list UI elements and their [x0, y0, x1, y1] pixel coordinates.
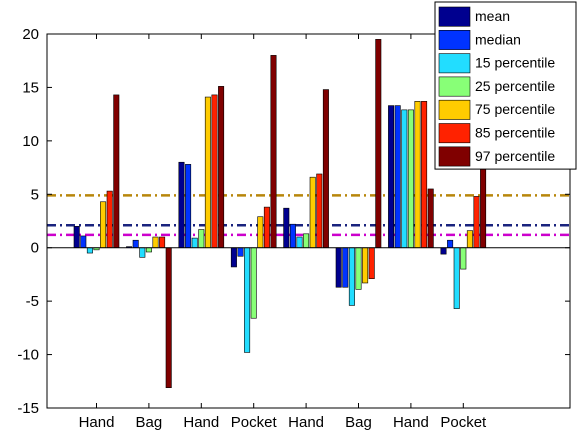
bar-8-97-percentile: [480, 167, 487, 249]
x-tick-label: Hand: [288, 414, 324, 431]
legend-swatch: [438, 99, 471, 120]
legend-swatch: [438, 29, 471, 50]
bar-1-mean: [73, 226, 80, 249]
bar-2-25-percentile: [145, 247, 152, 253]
plot-frame: [46, 33, 571, 409]
legend-label: median: [475, 31, 521, 47]
y-tick-label: 15: [22, 79, 39, 96]
bar-1-75-percentile: [100, 201, 107, 249]
bar-6-median: [342, 247, 349, 288]
bar-6-25-percentile: [355, 247, 362, 290]
bar-5-median: [289, 223, 296, 249]
bar-8-15-percentile: [453, 247, 460, 309]
bar-1-15-percentile: [86, 247, 93, 254]
x-tick-label: Hand: [393, 414, 429, 431]
bar-4-mean: [230, 247, 237, 268]
x-tick-label: Hand: [79, 414, 115, 431]
bar-3-75-percentile: [204, 96, 211, 249]
bar-6-97-percentile: [375, 39, 382, 249]
bar-8-75-percentile: [466, 230, 473, 249]
bar-7-mean: [388, 105, 395, 249]
legend: mean median 15 percentile 25 percentile 75 p…: [434, 1, 577, 170]
bar-2-median: [132, 239, 139, 249]
bar-4-97-percentile: [270, 55, 277, 249]
bar-4-85-percentile: [263, 206, 270, 249]
bar-2-97-percentile: [165, 247, 172, 388]
bar-5-15-percentile: [296, 236, 303, 249]
legend-label: 75 percentile: [475, 101, 555, 117]
reference-lines: [47, 194, 570, 237]
y-tick-label: 10: [22, 133, 39, 150]
bar-1-85-percentile: [106, 190, 113, 249]
bar-6-85-percentile: [368, 247, 375, 280]
bar-8-mean: [440, 247, 447, 255]
bar-4-median: [237, 247, 244, 257]
legend-swatch: [438, 76, 471, 97]
bar-6-75-percentile: [362, 247, 369, 284]
bars: [73, 39, 487, 388]
y-tick-label: 0: [31, 240, 39, 257]
bar-7-15-percentile: [401, 109, 408, 249]
bar-5-97-percentile: [322, 89, 329, 249]
bar-4-15-percentile: [244, 247, 251, 353]
bar-7-25-percentile: [407, 109, 414, 249]
bar-5-85-percentile: [316, 173, 323, 249]
bar-5-25-percentile: [303, 233, 310, 249]
legend-swatch: [438, 146, 471, 167]
bar-3-15-percentile: [191, 237, 198, 249]
bar-6-15-percentile: [348, 247, 355, 306]
bar-8-85-percentile: [473, 196, 480, 249]
bar-3-85-percentile: [211, 94, 218, 249]
bar-2-75-percentile: [152, 236, 159, 249]
legend-label: 15 percentile: [475, 55, 555, 71]
bar-7-85-percentile: [421, 101, 428, 249]
legend-swatch: [438, 53, 471, 74]
legend-swatch: [438, 123, 471, 144]
bar-3-median: [185, 164, 192, 249]
x-tick-label: Hand: [183, 414, 219, 431]
x-tick-label: Pocket: [231, 414, 278, 431]
legend-label: mean: [475, 8, 510, 24]
x-tick-label: Pocket: [440, 414, 487, 431]
bar-5-75-percentile: [309, 176, 316, 249]
legend-swatch: [438, 6, 471, 27]
axes: -15 -10 -5 0 5 10 15 20 Hand Bag Hand Pocket Hand Bag…: [17, 26, 571, 431]
bar-5-mean: [283, 207, 290, 249]
bar-4-25-percentile: [250, 247, 257, 319]
bar-3-mean: [178, 161, 185, 249]
bar-8-25-percentile: [460, 247, 467, 270]
y-tick-label: -15: [17, 400, 39, 417]
bar-8-median: [447, 239, 454, 249]
bar-1-97-percentile: [113, 94, 120, 249]
legend-label: 97 percentile: [475, 148, 555, 164]
y-tick-label: 5: [31, 186, 39, 203]
x-tick-label: Bag: [345, 414, 372, 431]
bar-2-15-percentile: [139, 247, 146, 258]
bar-7-75-percentile: [414, 101, 421, 249]
bar-4-75-percentile: [257, 216, 264, 249]
legend-label: 25 percentile: [475, 78, 555, 94]
x-tick-label: Bag: [136, 414, 163, 431]
bar-3-25-percentile: [198, 229, 205, 249]
bar-2-85-percentile: [159, 236, 166, 249]
y-tick-label: 20: [22, 26, 39, 43]
legend-label: 85 percentile: [475, 125, 555, 141]
bar-6-mean: [335, 247, 342, 288]
bar-3-97-percentile: [218, 86, 225, 249]
bar-1-median: [80, 235, 87, 249]
bar-7-median: [394, 105, 401, 249]
y-tick-label: -5: [26, 293, 39, 310]
bar-7-97-percentile: [427, 188, 434, 249]
y-tick-label: -10: [17, 347, 39, 364]
